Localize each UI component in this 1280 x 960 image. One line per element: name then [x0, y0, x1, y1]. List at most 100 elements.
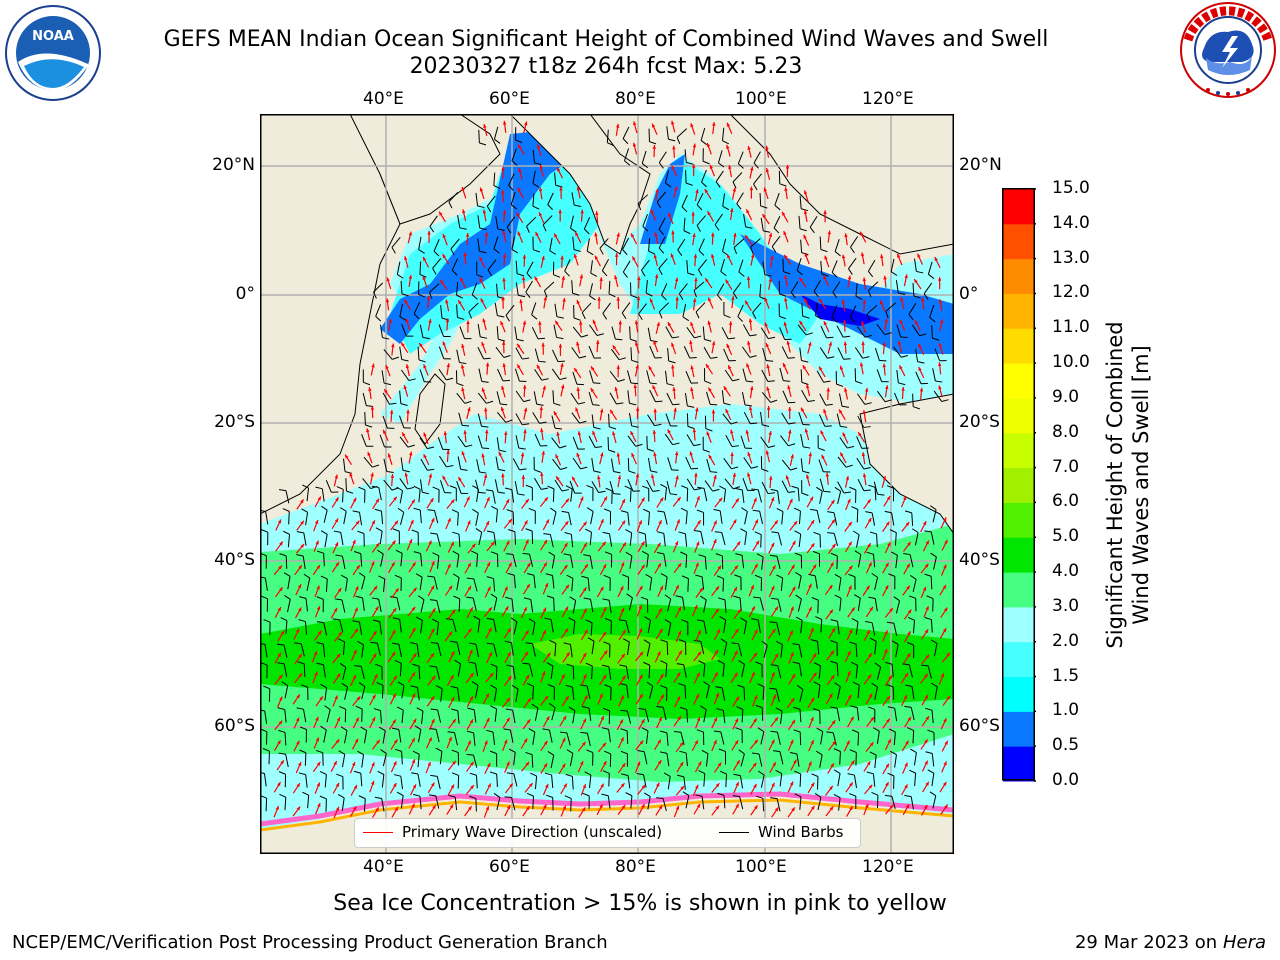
wind-barb [723, 348, 736, 362]
wind-barb [375, 663, 383, 680]
wave-arrow [882, 630, 888, 642]
wave-arrow [844, 521, 853, 532]
colorbar-tick-label: 6.0 [1052, 491, 1080, 512]
wave-arrow [731, 497, 740, 509]
colorbar-tick-label: 3.0 [1052, 595, 1080, 616]
wave-arrow [650, 209, 657, 221]
wave-arrow [560, 542, 568, 554]
colorbar-tick-label: 15.0 [1052, 178, 1090, 198]
wave-arrow [751, 563, 759, 575]
wind-barb [523, 597, 534, 613]
wind-barb [876, 324, 892, 336]
lat-tick-right-1: 20°N [959, 155, 1002, 175]
wave-arrow [767, 628, 776, 640]
wind-barb [527, 573, 536, 589]
wave-arrow [463, 430, 467, 443]
wind-barb [738, 749, 745, 767]
wave-arrow [862, 473, 867, 486]
wave-arrow [485, 672, 494, 683]
wave-arrow [847, 760, 855, 771]
wind-barb [887, 772, 895, 789]
wave-arrow [920, 629, 929, 640]
wave-arrow [768, 585, 775, 598]
wave-arrow [580, 542, 588, 554]
wave-arrow [656, 716, 663, 729]
wave-arrow [516, 364, 524, 376]
wind-barb [638, 303, 647, 321]
wind-barb [929, 304, 936, 323]
wave-arrow [315, 802, 321, 815]
wind-barb [477, 435, 490, 449]
wave-arrow [826, 387, 830, 400]
wind-barb [374, 508, 384, 525]
wave-arrow [766, 364, 771, 377]
wave-arrow [616, 719, 624, 731]
wave-arrow [541, 342, 545, 355]
wind-barb [534, 477, 549, 490]
wave-arrow [653, 340, 659, 353]
lon-tick-top-5: 120°E [862, 89, 914, 109]
lat-tick-right-3: 20°S [959, 412, 1000, 432]
wind-barb [796, 684, 804, 703]
wave-arrow [502, 230, 507, 243]
wave-arrow [448, 696, 455, 708]
wave-arrow [841, 254, 846, 267]
wave-arrow [426, 497, 434, 509]
wave-arrow [763, 187, 769, 200]
wave-arrow [767, 232, 773, 245]
wind-barb [627, 390, 637, 406]
wave-arrow [294, 607, 302, 619]
wind-barb [866, 551, 876, 568]
wave-arrow [423, 453, 430, 466]
wave-arrow [581, 673, 587, 686]
wind-barb [525, 484, 533, 501]
wind-barb [373, 282, 384, 299]
wave-arrow [825, 609, 834, 620]
wave-arrow [818, 298, 826, 310]
wave-arrow [389, 782, 397, 794]
wave-arrow [882, 781, 890, 794]
wave-arrow [765, 450, 770, 463]
indonesia-low [740, 234, 954, 354]
colorbar-title-line1: Significant Height of Combined [1103, 321, 1127, 649]
wave-arrow [785, 475, 791, 487]
wave-arrow [521, 475, 526, 488]
wave-arrow [292, 782, 301, 794]
colorbar-tick-label: 7.0 [1052, 456, 1080, 477]
wind-barb [590, 260, 598, 277]
wave-arrow [331, 738, 340, 750]
wind-barb [774, 192, 781, 211]
wind-barb [279, 489, 290, 504]
wind-barb [660, 660, 668, 677]
wave-arrow [407, 606, 416, 617]
wind-barb [260, 576, 268, 591]
wind-barb [363, 456, 380, 468]
wave-arrow [618, 629, 627, 641]
wave-arrow [693, 672, 701, 684]
wave-arrow [882, 695, 891, 707]
wave-arrow [465, 520, 471, 532]
wave-arrow [459, 277, 467, 289]
wave-arrow [600, 760, 607, 772]
wind-barb [865, 511, 876, 526]
wind-barb [277, 643, 288, 658]
wave-arrow [292, 806, 301, 817]
wave-arrow [820, 430, 827, 442]
legend-black-line [719, 831, 749, 833]
wind-barb [743, 411, 758, 425]
wind-barb [906, 642, 915, 658]
wind-barb [830, 660, 839, 677]
wind-barb [696, 215, 706, 232]
wind-barb [847, 773, 858, 788]
wave-arrow [671, 120, 676, 133]
wind-barb [338, 750, 346, 768]
wave-arrow [333, 806, 340, 819]
wind-barb [438, 368, 454, 381]
colorbar-tick-label: 13.0 [1052, 247, 1090, 268]
wave-arrow [713, 762, 722, 773]
wind-barb [675, 595, 686, 611]
wave-arrow [789, 454, 794, 467]
wave-arrow [706, 142, 712, 155]
wave-arrow [733, 232, 737, 245]
wind-barb [401, 323, 414, 337]
